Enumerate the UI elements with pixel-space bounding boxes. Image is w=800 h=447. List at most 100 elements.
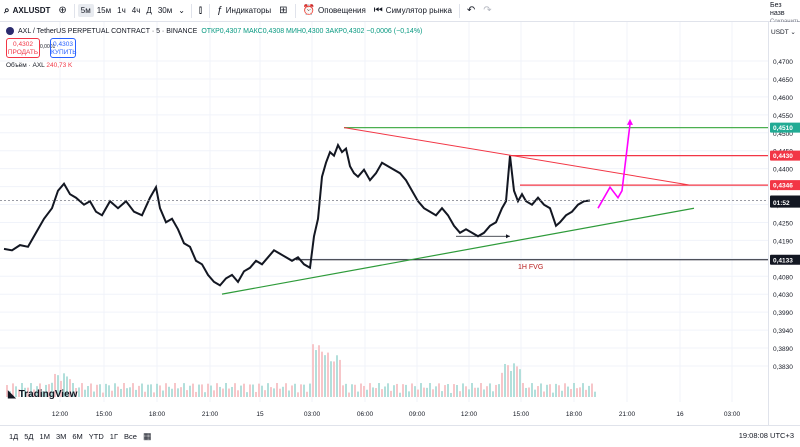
volume-bar <box>324 355 326 397</box>
volume-bar <box>582 383 584 397</box>
divider <box>458 3 460 18</box>
volume-bar <box>21 383 23 397</box>
range-ytd[interactable]: YTD <box>88 432 104 441</box>
volume-bar <box>414 386 416 397</box>
add-symbol-button[interactable]: ⊕ <box>54 0 70 22</box>
volume-bar <box>165 383 167 397</box>
symbol-search[interactable]: ⌕ AXLUSDT <box>0 0 54 22</box>
spread-value: 0,0001 <box>40 44 56 50</box>
search-icon: ⌕ <box>4 5 10 16</box>
volume-bar <box>594 391 596 397</box>
timeframe-4h[interactable]: 4ч <box>131 6 141 15</box>
replay-button[interactable]: ⏮ Симулятор рынка <box>370 0 456 22</box>
volume-bar <box>33 389 35 397</box>
volume-bar <box>570 388 572 397</box>
volume-bar <box>246 392 248 397</box>
layout-title: Без назв <box>770 2 785 17</box>
timeframe-d[interactable]: Д <box>146 6 152 15</box>
volume-bar <box>534 389 536 397</box>
volume-bar <box>276 383 278 397</box>
range-all[interactable]: Все <box>124 432 137 441</box>
chart-pane[interactable]: 12:00 15:00 18:00 21:00 15 03:00 06:00 09:00 12:… <box>0 22 768 425</box>
undo-button[interactable]: ↶ <box>463 0 479 22</box>
currency-selector[interactable]: USDT ⌄ <box>771 29 796 36</box>
range-1m[interactable]: 1М <box>39 432 50 441</box>
price-chart[interactable]: 12:00 15:00 18:00 21:00 15 03:00 06:00 09:00 12:… <box>0 22 768 425</box>
volume-bar <box>183 383 185 397</box>
volume-bar <box>228 388 230 397</box>
volume-bar <box>261 385 263 397</box>
volume-bar <box>51 382 53 397</box>
date-range-icon[interactable]: ▦ <box>142 431 152 441</box>
buy-button[interactable]: 0,4303 КУПИТЬ <box>50 38 77 58</box>
volume-bar <box>219 386 221 397</box>
sell-button[interactable]: 0,4302 ПРОДАТЬ <box>6 38 40 58</box>
legend-title: AXL / TetherUS PERPETUAL CONTRACT · 5 · … <box>18 27 198 35</box>
price-tick-label: 0,4080 <box>773 274 793 281</box>
volume-bar <box>510 370 512 397</box>
indicators-button[interactable]: ƒ Индикаторы <box>213 0 275 22</box>
timeframe-5m[interactable]: 5м <box>77 4 94 17</box>
volume-bar <box>171 388 173 397</box>
alerts-button[interactable]: ⏰ Оповещения <box>299 0 370 22</box>
range-3m[interactable]: 3М <box>55 432 67 441</box>
volume-bar <box>9 391 11 397</box>
volume-bar <box>78 387 80 397</box>
timeframe-15m[interactable]: 15м <box>96 6 112 15</box>
range-1y[interactable]: 1Г <box>109 432 119 441</box>
volume-bar <box>543 391 545 397</box>
volume-bar <box>435 386 437 397</box>
volume-bar <box>393 385 395 397</box>
volume-bar <box>456 385 458 397</box>
volume-bar <box>195 391 197 397</box>
volume-bar <box>486 386 488 397</box>
timeframe-dropdown-icon[interactable]: ⌄ <box>178 6 185 15</box>
volume-bar <box>363 385 365 397</box>
volume-bar <box>309 383 311 397</box>
volume-bar <box>252 384 254 397</box>
volume-bar <box>351 384 353 397</box>
price-axis[interactable]: 0,47000,46500,46000,45500,45000,44500,44… <box>768 22 800 425</box>
time-tick-label: 21:00 <box>619 411 636 418</box>
redo-button[interactable]: ↷ <box>479 0 495 22</box>
time-tick-label: 15:00 <box>513 411 530 418</box>
alerts-label: Оповещения <box>318 6 366 15</box>
volume-bar <box>201 384 203 397</box>
volume-bar <box>552 392 554 397</box>
layout-button[interactable]: ⊞ <box>275 0 291 22</box>
volume-bar <box>579 387 581 397</box>
volume-bar <box>24 387 26 397</box>
volume-bar <box>360 383 362 397</box>
timeframe-1h[interactable]: 1ч <box>117 6 126 15</box>
volume-bar <box>141 383 143 397</box>
fvg-label: 1H FVG <box>518 264 543 271</box>
chart-type-button[interactable]: ⫾ <box>195 0 206 22</box>
volume-bar <box>345 383 347 397</box>
timeframe-30m[interactable]: 30м <box>157 6 173 15</box>
volume-bar <box>243 383 245 397</box>
volume-bar <box>27 387 29 397</box>
tradingview-logo[interactable]: ◣ TradingView <box>8 389 77 400</box>
symbol-name: AXLUSDT <box>12 6 51 15</box>
volume-bar <box>339 359 341 397</box>
range-6m[interactable]: 6М <box>72 432 83 441</box>
volume-bar <box>147 384 149 397</box>
volume-bar <box>303 384 305 397</box>
divider <box>73 3 75 18</box>
volume-bar <box>135 389 137 397</box>
volume-bar <box>444 385 446 397</box>
price-tick-label: 0,4250 <box>773 220 793 227</box>
time-tick-label: 18:00 <box>149 411 166 418</box>
undo-icon: ↶ <box>466 5 476 16</box>
buy-label: КУПИТЬ <box>51 49 77 56</box>
utc-clock[interactable]: 19:08:08 UTC+3 <box>738 431 794 440</box>
price-label-text: 0,4133 <box>773 257 793 264</box>
volume-bar <box>54 373 56 397</box>
range-5d[interactable]: 5Д <box>24 432 34 441</box>
volume-bar <box>354 384 356 397</box>
volume-bar <box>42 391 44 397</box>
range-1d[interactable]: 1Д <box>9 432 19 441</box>
volume-bar <box>114 383 116 397</box>
volume-bar <box>498 384 500 397</box>
volume-bar <box>477 387 479 397</box>
